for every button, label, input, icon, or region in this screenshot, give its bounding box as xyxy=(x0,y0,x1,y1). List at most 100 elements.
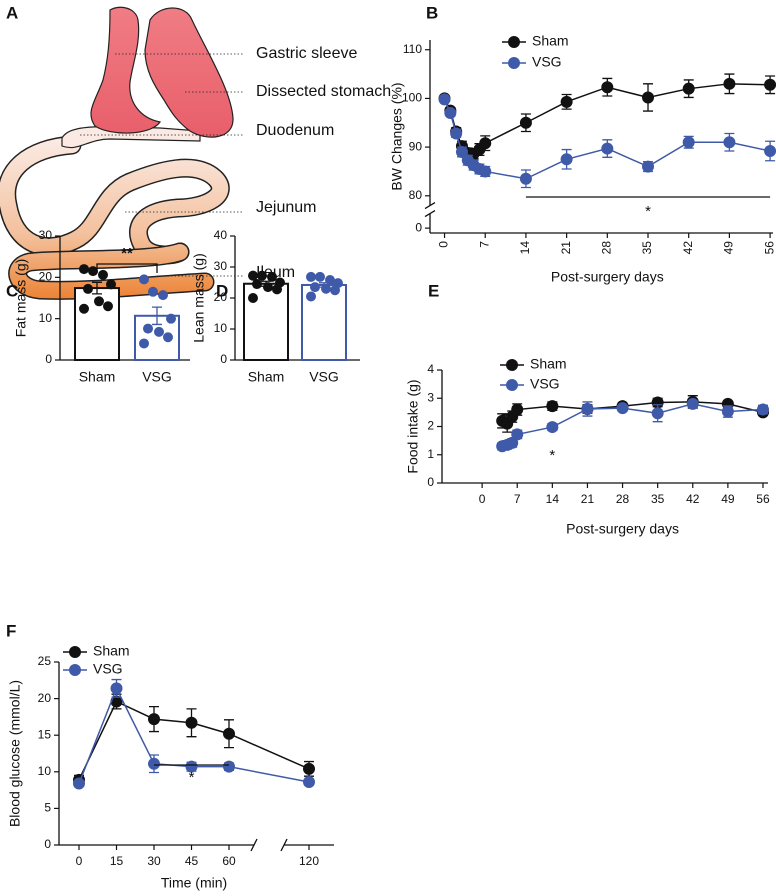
data-point xyxy=(651,396,664,409)
x-tick-label: 14 xyxy=(518,241,532,255)
data-point xyxy=(154,326,164,337)
data-point xyxy=(257,270,267,281)
data-point xyxy=(252,279,262,290)
data-point xyxy=(721,405,734,418)
axis-break xyxy=(424,201,436,210)
dissected-stomach xyxy=(144,7,234,138)
x-tick-label: 120 xyxy=(299,854,319,868)
axis-break xyxy=(280,838,288,852)
legend-marker xyxy=(508,36,520,48)
group xyxy=(74,264,120,361)
data-point xyxy=(148,286,158,297)
data-point xyxy=(546,421,559,434)
diagram-label: Dissected stomach xyxy=(256,83,391,100)
data-point xyxy=(248,270,258,281)
legend-marker xyxy=(508,57,520,69)
data-point xyxy=(94,296,104,307)
data-point xyxy=(642,91,655,104)
data-point xyxy=(315,271,325,282)
data-point xyxy=(560,153,573,166)
y-tick-label: 10 xyxy=(214,321,228,335)
data-point xyxy=(272,284,282,295)
data-point xyxy=(148,757,160,770)
data-point xyxy=(438,93,451,106)
data-point xyxy=(110,682,123,695)
y-tick-label: 0 xyxy=(220,352,227,366)
y-axis-title: Blood glucose (mmol/L) xyxy=(7,680,23,827)
data-point xyxy=(223,760,235,773)
data-point xyxy=(79,264,89,275)
duodenum xyxy=(61,125,201,149)
x-tick-label: 56 xyxy=(762,241,776,255)
data-point xyxy=(511,403,524,416)
legend-marker xyxy=(69,646,81,658)
y-tick-label: 10 xyxy=(39,311,53,325)
y-tick-label: 90 xyxy=(409,139,423,153)
y-tick-label: 20 xyxy=(214,290,228,304)
x-tick-label: 28 xyxy=(599,241,613,255)
data-point xyxy=(330,285,340,296)
legend-label: VSG xyxy=(532,54,562,70)
data-point xyxy=(310,282,320,293)
data-point xyxy=(519,172,532,185)
series xyxy=(438,93,776,189)
legend-label: Sham xyxy=(530,356,567,372)
group xyxy=(301,271,347,362)
data-point xyxy=(248,293,258,303)
x-tick-label: Sham xyxy=(248,369,285,385)
x-tick-label: VSG xyxy=(142,369,172,385)
panel-letter: A xyxy=(6,3,18,22)
data-point xyxy=(601,142,614,155)
legend-label: VSG xyxy=(530,376,560,392)
data-point xyxy=(139,338,149,349)
legend-marker xyxy=(506,359,518,371)
y-tick-label: 1 xyxy=(427,447,434,461)
y-tick-label: 15 xyxy=(38,727,52,741)
data-point xyxy=(756,403,769,416)
y-axis-title: Fat mass (g) xyxy=(13,259,29,338)
y-tick-label: 4 xyxy=(427,362,434,376)
panel-letter: C xyxy=(6,281,18,300)
data-point xyxy=(479,165,492,178)
data-point xyxy=(139,274,149,285)
y-tick-label: 0 xyxy=(45,352,52,366)
x-axis-title: Post-surgery days xyxy=(551,269,664,285)
x-tick-label: 0 xyxy=(437,241,451,248)
x-tick-label: 30 xyxy=(147,854,161,868)
data-point xyxy=(79,303,89,314)
x-tick-label: 21 xyxy=(559,241,573,255)
x-tick-label: 56 xyxy=(756,492,770,506)
y-axis-title: BW Changes (%) xyxy=(389,82,405,190)
error-bar xyxy=(92,281,102,295)
legend-label: Sham xyxy=(532,33,569,49)
data-point xyxy=(686,397,699,410)
y-tick-label: 80 xyxy=(409,188,423,202)
data-point xyxy=(158,290,168,301)
data-point xyxy=(185,760,198,773)
data-point xyxy=(682,82,695,95)
data-point xyxy=(88,266,98,277)
diagram-label: Duodenum xyxy=(256,122,334,139)
panel-letter: D xyxy=(216,281,228,300)
y-tick-label: 25 xyxy=(38,654,52,668)
panel-letter: F xyxy=(6,621,16,640)
y-tick-label: 100 xyxy=(402,91,422,105)
y-tick-label: 110 xyxy=(403,42,422,56)
x-tick-label: 49 xyxy=(722,241,736,255)
legend-marker xyxy=(69,664,81,676)
data-point xyxy=(325,275,335,286)
bar xyxy=(243,282,289,361)
x-tick-label: 42 xyxy=(681,241,695,255)
error-bar xyxy=(152,306,162,326)
data-point xyxy=(185,716,198,729)
data-point xyxy=(73,777,85,790)
y-tick-label: 0 xyxy=(415,220,422,234)
data-point xyxy=(479,137,492,150)
x-tick-label: 14 xyxy=(546,492,560,506)
data-point xyxy=(306,271,316,282)
data-point xyxy=(764,78,776,91)
y-tick-label: 0 xyxy=(427,475,434,489)
jejunum xyxy=(0,137,229,263)
data-point xyxy=(267,271,277,282)
